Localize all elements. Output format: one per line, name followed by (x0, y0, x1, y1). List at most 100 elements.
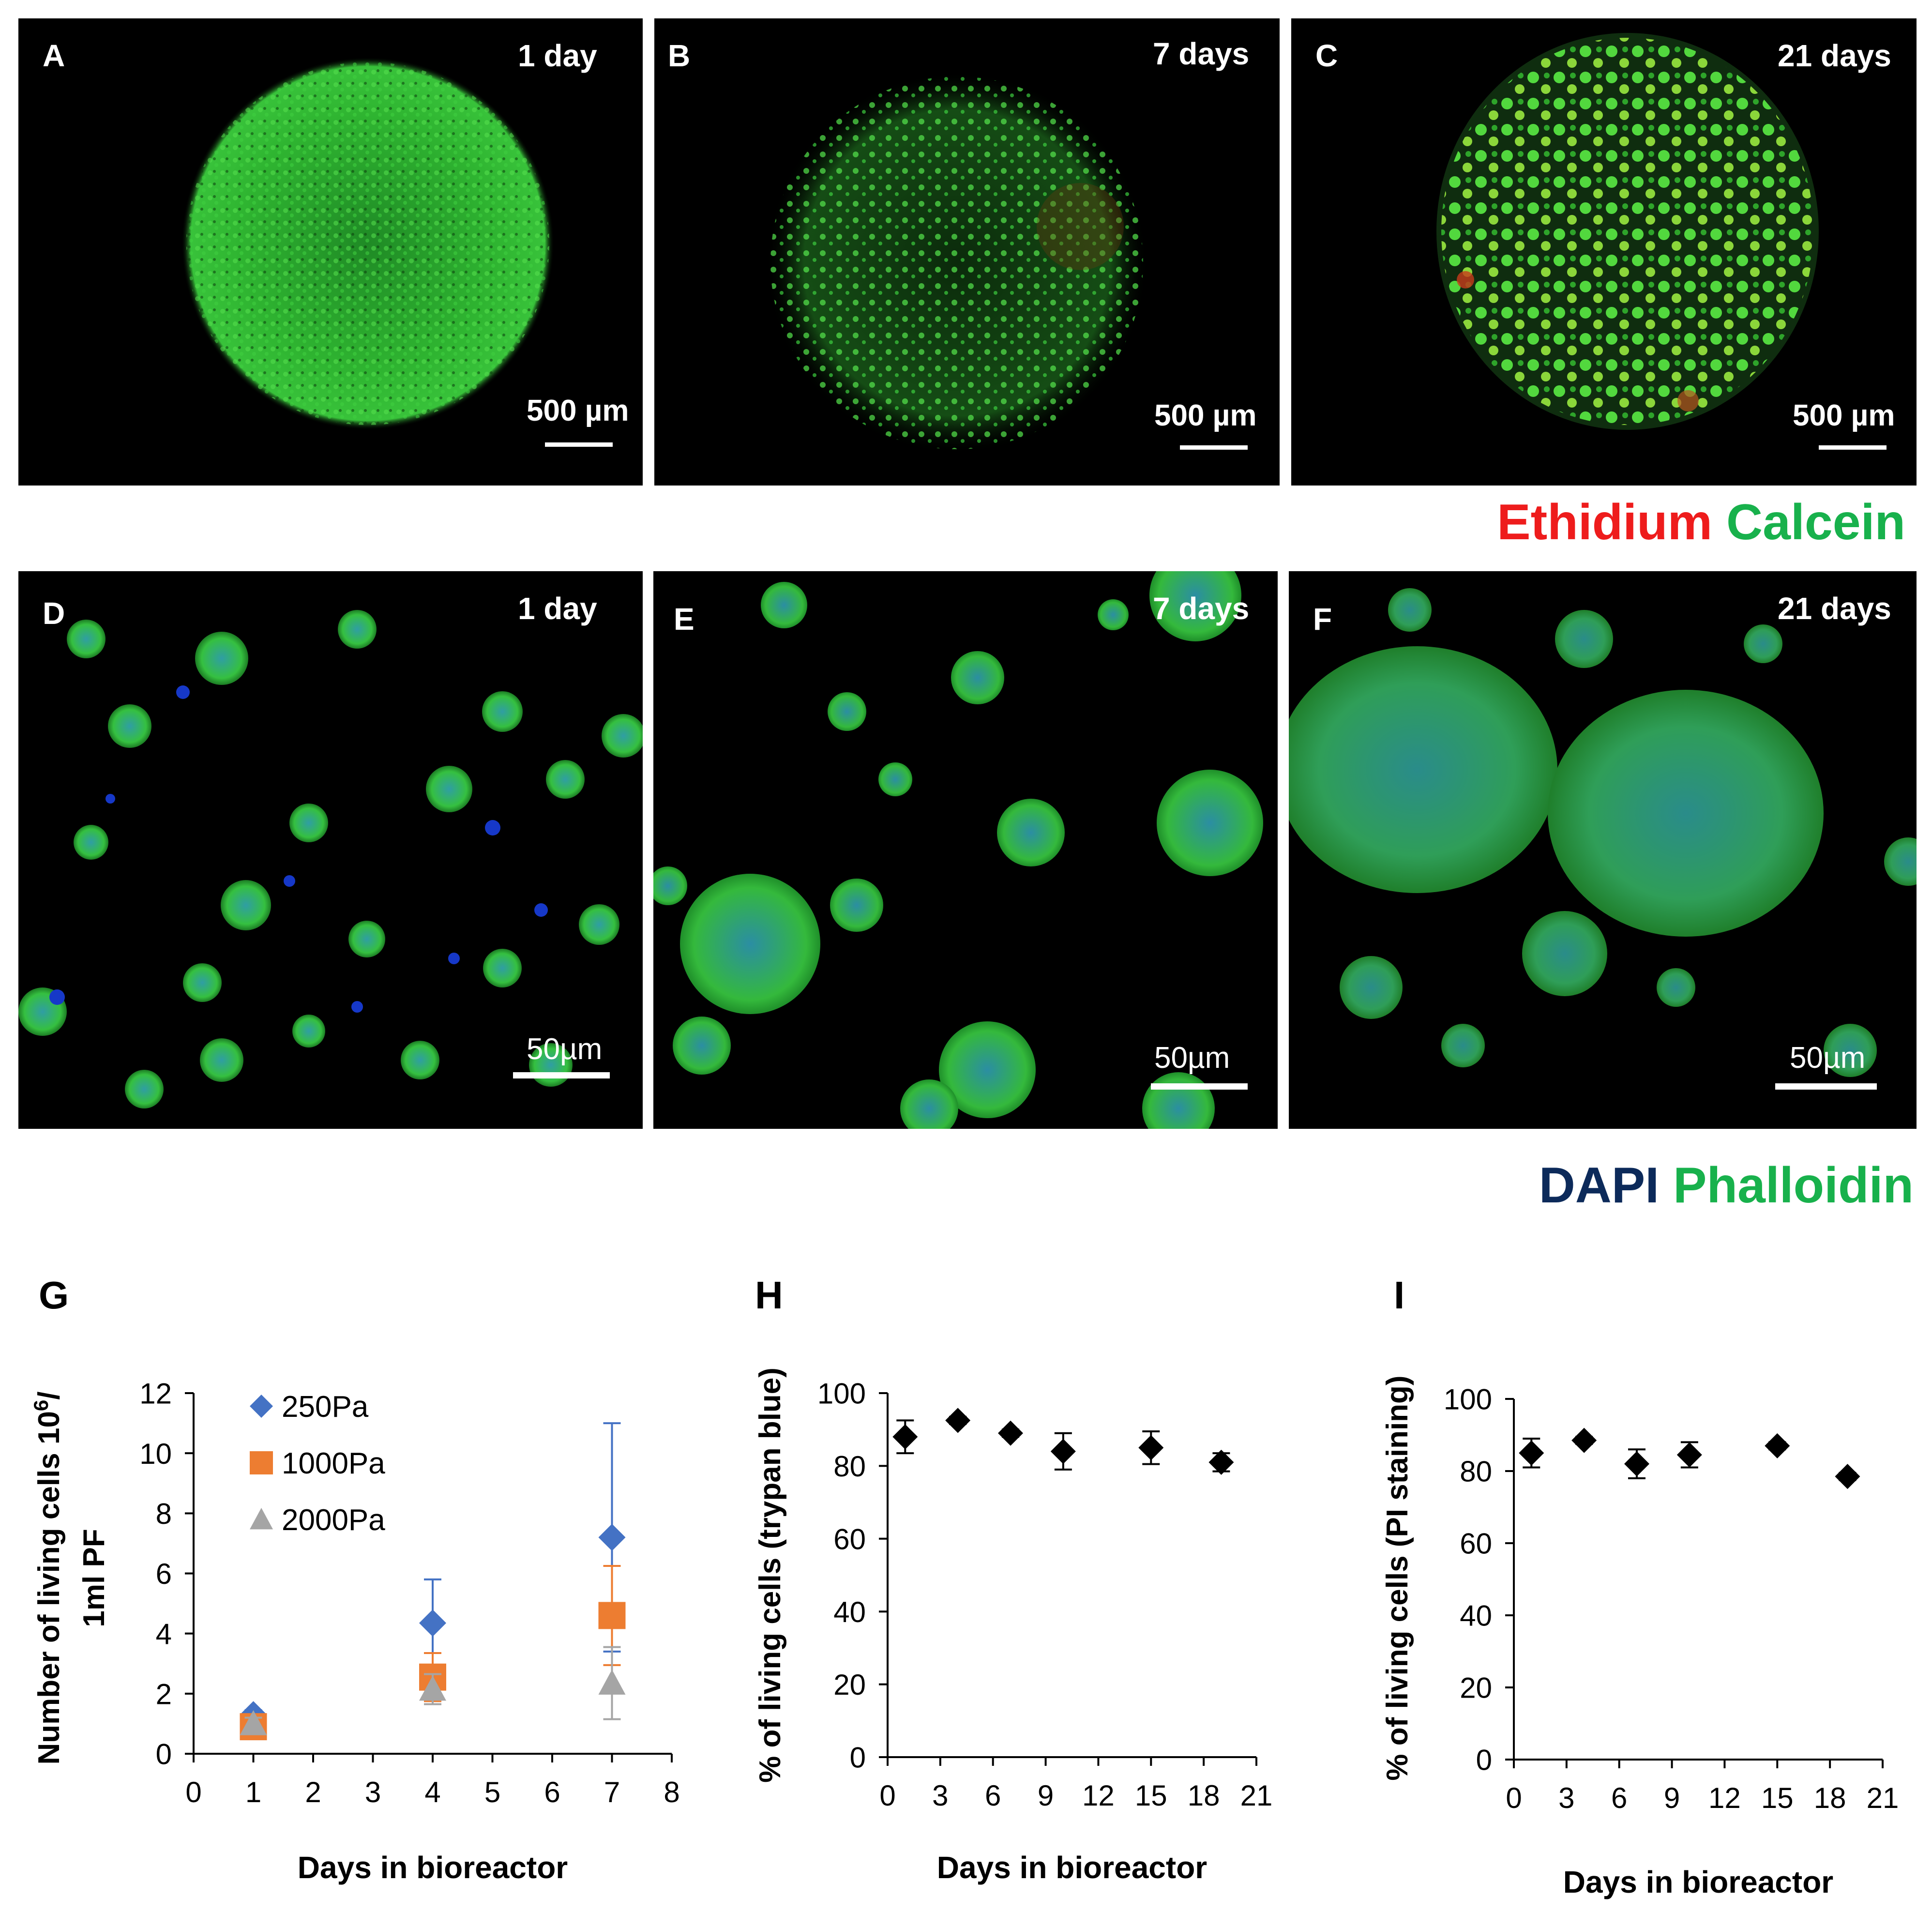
legend-label-2000Pa: 2000Pa (282, 1503, 385, 1537)
legend-marker-2000Pa (250, 1508, 273, 1530)
y-axis-label: Number of living cells 106/ (30, 1391, 66, 1764)
series-0 (892, 1408, 1234, 1475)
legend-label-1000Pa: 1000Pa (282, 1447, 385, 1480)
spheroid-image-c (1436, 33, 1819, 430)
x-tick-label: 4 (424, 1776, 440, 1808)
time-label-d: 1 day (518, 591, 597, 626)
stain-legend-bottom: DAPI Phalloidin (1539, 1157, 1914, 1215)
panel-letter-c: C (1315, 38, 1338, 73)
scale-bar-f (1775, 1083, 1877, 1090)
y-tick-label: 12 (139, 1378, 172, 1410)
spheroid-image-a (181, 57, 554, 430)
x-tick-label: 2 (305, 1776, 321, 1808)
data-point (1676, 1442, 1702, 1468)
legend-marker-1000Pa (250, 1451, 273, 1474)
x-tick-label: 6 (544, 1776, 560, 1808)
spheroid-image-b (766, 72, 1148, 454)
x-axis-label: Days in bioreactor (298, 1850, 568, 1885)
x-tick-label: 5 (484, 1776, 500, 1808)
y-axis-label: % of living cells (PI staining) (1381, 1375, 1414, 1780)
x-axis-label: Days in bioreactor (1563, 1865, 1833, 1899)
y-tick-label: 20 (1460, 1672, 1492, 1704)
stain-dapi: DAPI (1539, 1157, 1660, 1214)
scale-bar-c (1819, 445, 1887, 450)
data-point (240, 1710, 267, 1735)
x-tick-label: 0 (879, 1779, 895, 1812)
data-point (945, 1408, 971, 1433)
y-tick-label: 6 (156, 1558, 172, 1590)
scale-label-a: 500 µm (527, 394, 629, 427)
y-tick-label: 10 (139, 1438, 172, 1470)
x-tick-label: 3 (365, 1776, 381, 1808)
x-tick-label: 6 (1611, 1782, 1627, 1814)
data-point (419, 1609, 446, 1637)
stain-ethidium: Ethidium (1497, 494, 1713, 550)
y-tick-label: 20 (833, 1669, 866, 1701)
data-point (1624, 1451, 1649, 1477)
x-tick-label: 9 (1038, 1779, 1054, 1812)
y-tick-label: 0 (850, 1742, 866, 1774)
x-tick-label: 3 (1558, 1782, 1574, 1814)
time-label-f: 21 days (1778, 591, 1891, 626)
panel-letter-a: A (43, 38, 65, 73)
y-tick-label: 60 (1460, 1528, 1492, 1560)
micrograph-c: C 21 days 500 µm (1291, 18, 1917, 486)
micrograph-d: D 1 day 50µm (18, 571, 643, 1129)
chart-h: 0 3 6 9 12 15 18 21 0 20 40 60 80 100 Days in bioreact… (754, 1367, 1273, 1885)
data-point (1519, 1440, 1544, 1466)
scale-bar-e (1151, 1083, 1248, 1090)
x-tick-label: 18 (1188, 1779, 1220, 1812)
y-tick-label: 80 (833, 1450, 866, 1483)
y-axis-label-superscript: 6 (30, 1400, 52, 1411)
data-point (1765, 1433, 1790, 1458)
data-point (1835, 1464, 1860, 1489)
y-tick-label: 8 (156, 1498, 172, 1530)
x-tick-label: 12 (1082, 1779, 1115, 1812)
time-label-a: 1 day (518, 38, 597, 73)
data-point (1138, 1435, 1164, 1460)
y-tick-label: 100 (817, 1378, 866, 1410)
panel-letter-d: D (43, 596, 65, 631)
micrograph-b: B 7 days 500 µm (654, 18, 1280, 486)
series-0 (1519, 1427, 1860, 1489)
cells-image-e (653, 571, 1263, 1129)
data-point (1050, 1439, 1076, 1464)
scale-bar-b (1180, 445, 1248, 450)
scale-label-d: 50µm (527, 1032, 603, 1066)
x-tick-label: 9 (1664, 1782, 1680, 1814)
x-tick-label: 6 (985, 1779, 1001, 1812)
data-point (598, 1602, 626, 1629)
y-tick-label: 40 (833, 1596, 866, 1628)
micrograph-a: A 1 day 500 µm (18, 18, 643, 486)
x-tick-label: 18 (1814, 1782, 1846, 1814)
scale-label-c: 500 µm (1793, 399, 1895, 432)
x-tick-label: 21 (1867, 1782, 1899, 1814)
legend-label-250Pa: 250Pa (282, 1390, 369, 1424)
x-tick-label: 15 (1135, 1779, 1167, 1812)
series-2000Pa (240, 1646, 626, 1735)
x-tick-label: 0 (1506, 1782, 1522, 1814)
time-label-b: 7 days (1153, 36, 1250, 71)
x-tick-label: 1 (245, 1776, 261, 1808)
y-tick-label: 80 (1460, 1456, 1492, 1488)
panel-letter-b: B (668, 38, 691, 73)
legend-marker-250Pa (250, 1395, 273, 1418)
y-tick-label: 40 (1460, 1600, 1492, 1632)
stain-legend-top: Ethidium Calcein (1497, 494, 1905, 551)
data-point (1208, 1449, 1234, 1475)
y-tick-label: 4 (156, 1618, 172, 1650)
y-axis-label-text: Number of living cells 10 (32, 1411, 66, 1764)
chart-letter-i: I (1394, 1274, 1405, 1317)
micrograph-e: E 7 days 50µm (653, 571, 1278, 1129)
y-axis-label-suffix: / (32, 1391, 66, 1399)
scale-label-e: 50µm (1154, 1041, 1230, 1075)
stain-phalloidin: Phalloidin (1673, 1157, 1914, 1214)
cells-image-d (18, 610, 643, 1108)
scale-bar-a (545, 442, 613, 447)
x-tick-label: 21 (1240, 1779, 1273, 1812)
y-tick-label: 0 (156, 1738, 172, 1771)
data-point (1571, 1427, 1597, 1453)
x-tick-label: 12 (1708, 1782, 1741, 1814)
x-tick-label: 3 (932, 1779, 948, 1812)
